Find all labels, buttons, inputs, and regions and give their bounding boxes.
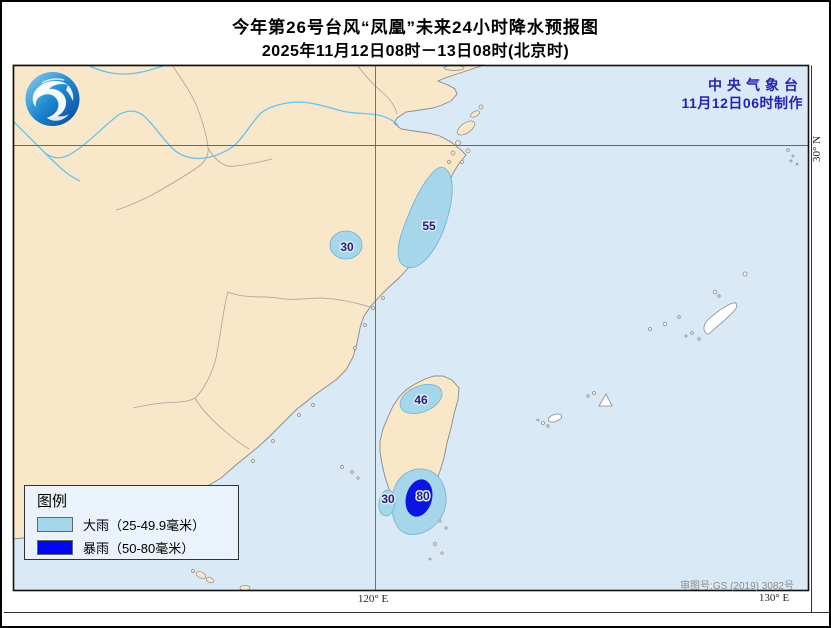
credit-block: 中央气象台 11月12日06时制作 — [682, 76, 803, 112]
rain-value-labels: 30 55 46 30 80 — [339, 218, 438, 508]
page-title: 今年第26号台风“凤凰”未来24小时降水预报图 — [232, 18, 599, 37]
credit-issued-time: 11月12日06时制作 — [681, 95, 803, 111]
legend-item-heavy-rain: 大雨（25-49.9毫米） — [37, 515, 238, 534]
rain-label-zhejiang-coast: 55 — [422, 219, 436, 233]
rain-label-taiwan-southeast: 80 — [416, 489, 430, 503]
legend-box: 图例 大雨（25-49.9毫米） 暴雨（50-80毫米） — [24, 485, 239, 560]
graticule — [13, 65, 809, 591]
rain-label-taiwan-north: 46 — [414, 393, 428, 407]
rain-label-taiwan-southwest: 30 — [381, 492, 395, 506]
page-subtitle: 2025年11月12日08时－13日08时(北京时) — [261, 43, 570, 60]
map-review-number: 审图号:GS (2019) 3082号 — [680, 581, 794, 592]
ryukyu-islands — [536, 148, 799, 428]
map-frame — [12, 64, 810, 592]
lon-label-130e: 130° E — [758, 592, 790, 604]
legend-item-rainstorm: 暴雨（50-80毫米） — [37, 538, 238, 557]
province-boundaries — [115, 64, 398, 450]
cma-logo-icon — [25, 72, 80, 126]
rain-area-taiwan-north — [399, 383, 443, 415]
legend-title: 图例 — [37, 493, 68, 510]
credit-agency: 中央气象台 — [708, 77, 803, 93]
rain-area-zhejiang-coast — [397, 166, 453, 269]
heavy-rain-swatch — [37, 517, 73, 532]
rain-area-zhejiang-inland — [329, 230, 363, 260]
rainstorm-label: 暴雨（50-80毫米） — [83, 541, 195, 556]
rain-area-taiwan-southwest — [378, 489, 396, 517]
rain-label-zhejiang-inland: 30 — [340, 240, 354, 254]
coastal-islands — [191, 65, 484, 591]
heavy-rain-label: 大雨（25-49.9毫米） — [83, 518, 206, 533]
rain-areas — [329, 166, 453, 535]
rainstorm-swatch — [37, 540, 73, 555]
river-lines — [12, 64, 399, 182]
lat-label-30n: 30° N — [811, 135, 823, 163]
lon-label-120e: 120° E — [357, 593, 389, 605]
rain-area-taiwan-storm-core — [405, 479, 433, 517]
